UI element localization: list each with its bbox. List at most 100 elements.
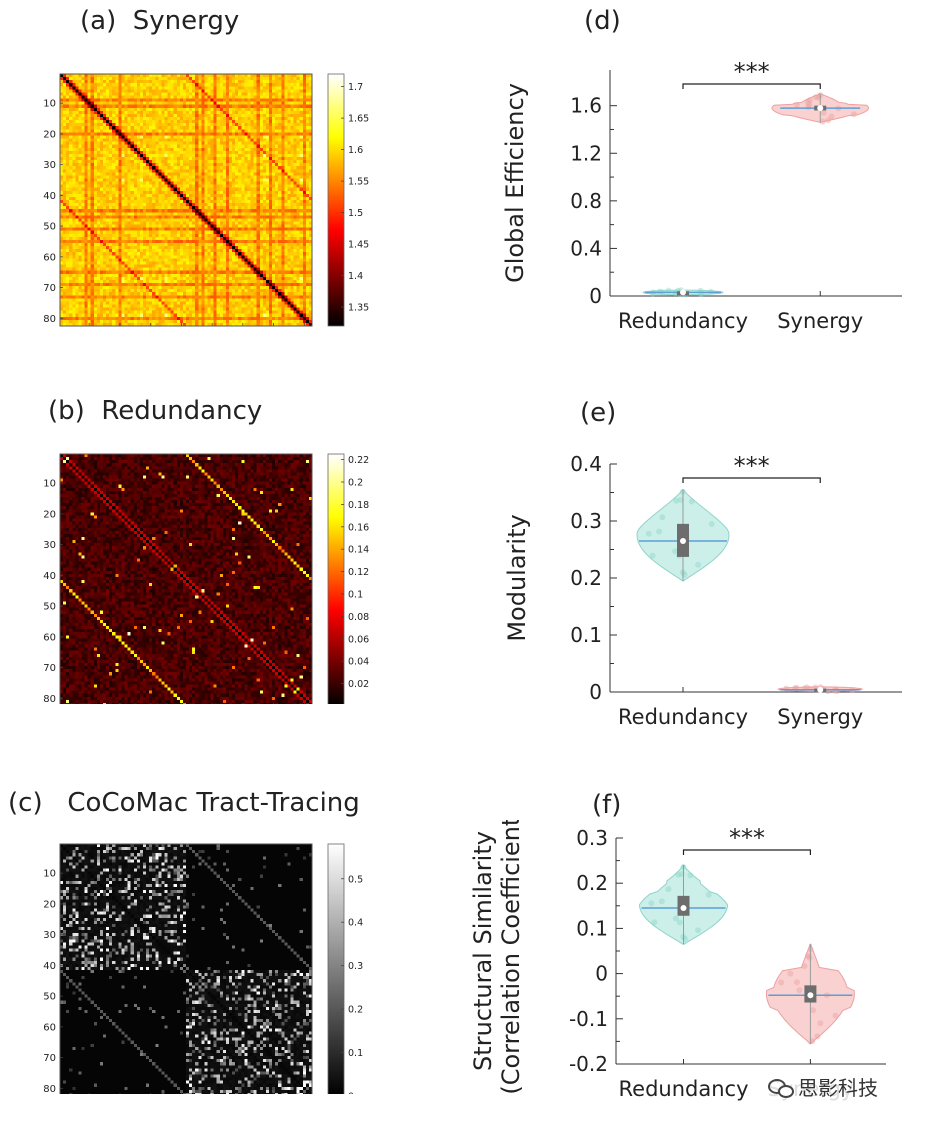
y-tick-label: 0	[595, 962, 608, 986]
panel-f-title: (f)	[592, 790, 622, 820]
y-tick-label: 80	[43, 694, 56, 704]
colorbar-frame	[327, 453, 345, 704]
data-point	[687, 872, 694, 879]
data-point	[783, 685, 790, 692]
colorbar-tick-label: 0.12	[348, 567, 369, 578]
y-tick-label: 0.2	[576, 871, 608, 895]
data-point	[806, 97, 813, 104]
y-tick-label: 0	[589, 680, 602, 704]
colorbar-tick-label: 0.2	[348, 1005, 363, 1016]
data-point	[705, 891, 712, 898]
data-point	[793, 101, 800, 108]
data-point	[787, 970, 794, 977]
data-point	[778, 979, 785, 986]
data-point	[825, 117, 832, 124]
data-point	[793, 979, 800, 986]
median-dot	[680, 905, 687, 912]
significance-bracket	[682, 477, 821, 483]
y-tick-label: 70	[43, 1053, 56, 1064]
y-tick-label: 40	[43, 191, 56, 202]
data-point	[695, 561, 702, 568]
watermark: 思影科技	[764, 1072, 882, 1101]
data-point	[688, 498, 695, 505]
data-point	[677, 496, 684, 503]
data-point	[819, 118, 826, 125]
median-dot	[680, 537, 686, 544]
y-tick-label: 80	[43, 1084, 56, 1094]
data-point	[665, 886, 672, 893]
y-tick-label: 10	[43, 869, 56, 880]
colorbar-tick-label: 0.16	[348, 522, 369, 533]
y-tick-label: 60	[43, 252, 56, 263]
cocomac-heatmap: 1020304050607080102030405060708000.10.20…	[43, 843, 363, 1095]
y-tick-label: 1.6	[570, 94, 602, 118]
y-tick-label: -0.1	[569, 1007, 608, 1031]
y-tick-label: 0.1	[570, 623, 602, 647]
colorbar-tick-label: 0	[348, 1092, 354, 1095]
data-point	[828, 113, 835, 120]
y-tick-label: 0.8	[570, 189, 602, 213]
significance-label: ***	[729, 824, 765, 852]
data-point	[658, 898, 665, 905]
data-point	[801, 685, 808, 692]
y-tick-label: 0.1	[576, 916, 608, 940]
median-dot	[817, 686, 824, 693]
colorbar-tick-label: 1.5	[348, 208, 363, 219]
x-tick-label: Synergy	[777, 309, 863, 333]
modularity-violin-chart: 0 0.1 0.2 0.3 0.4 Redundancy Synergy Modularity…	[503, 452, 902, 729]
y-axis-label: Global Efficiency	[501, 83, 529, 283]
y-tick-label: 20	[43, 129, 56, 140]
data-point	[673, 497, 680, 504]
y-tick-label: 70	[43, 663, 56, 674]
heatmap-frame	[59, 453, 313, 704]
y-tick-label: 0.4	[570, 236, 602, 260]
colorbar-tick-label: 1.65	[348, 114, 369, 125]
colorbar	[328, 454, 344, 704]
y-tick-label: 50	[43, 602, 56, 613]
colorbar-tick-label: 0.1	[348, 1048, 363, 1059]
heatmap-cells	[60, 454, 312, 704]
heatmap-frame	[59, 843, 313, 1094]
colorbar-tick-label: 1.7	[348, 82, 363, 93]
data-point	[809, 1038, 816, 1044]
watermark-text: 思影科技	[798, 1076, 878, 1100]
significance-bracket	[682, 849, 811, 855]
data-point	[832, 1012, 839, 1019]
heatmap-cells	[60, 844, 312, 1094]
data-point	[648, 900, 655, 907]
data-point	[801, 963, 808, 970]
y-tick-label: 20	[43, 509, 56, 520]
data-point	[672, 548, 679, 555]
data-point	[651, 919, 658, 926]
data-point	[695, 927, 701, 934]
colorbar-tick-label: 0.4	[348, 918, 363, 929]
y-tick-label: 20	[43, 899, 56, 910]
significance-bracket	[682, 83, 821, 89]
data-point	[812, 94, 819, 101]
panel-a-title: (a) Synergy	[80, 6, 240, 36]
data-point	[806, 954, 813, 961]
data-point	[817, 1020, 824, 1027]
data-point	[645, 530, 652, 537]
colorbar-frame	[327, 73, 345, 327]
synergy-heatmap: 102030405060708010203040506070801.351.41…	[43, 73, 369, 327]
y-tick-label: 30	[43, 540, 56, 551]
colorbar-tick-label: 0.14	[348, 545, 369, 556]
colorbar-tick-label: 0.08	[348, 612, 369, 623]
data-point	[806, 101, 813, 108]
colorbar-tick-label: 0.02	[348, 679, 369, 690]
heatmap-frame	[59, 73, 313, 327]
data-point	[820, 109, 827, 116]
data-point	[850, 111, 857, 118]
colorbar-tick-label: 0.3	[348, 961, 363, 972]
data-point	[814, 1033, 821, 1040]
colorbar	[328, 844, 344, 1094]
y-tick-label: 80	[43, 314, 56, 325]
y-tick-label: 40	[43, 571, 56, 582]
x-tick-label: Synergy	[777, 705, 863, 729]
y-tick-label: 10	[43, 99, 56, 110]
data-point	[672, 915, 679, 922]
data-point	[708, 521, 715, 527]
data-point	[659, 514, 666, 521]
x-tick-label: Redundancy	[619, 1077, 749, 1101]
